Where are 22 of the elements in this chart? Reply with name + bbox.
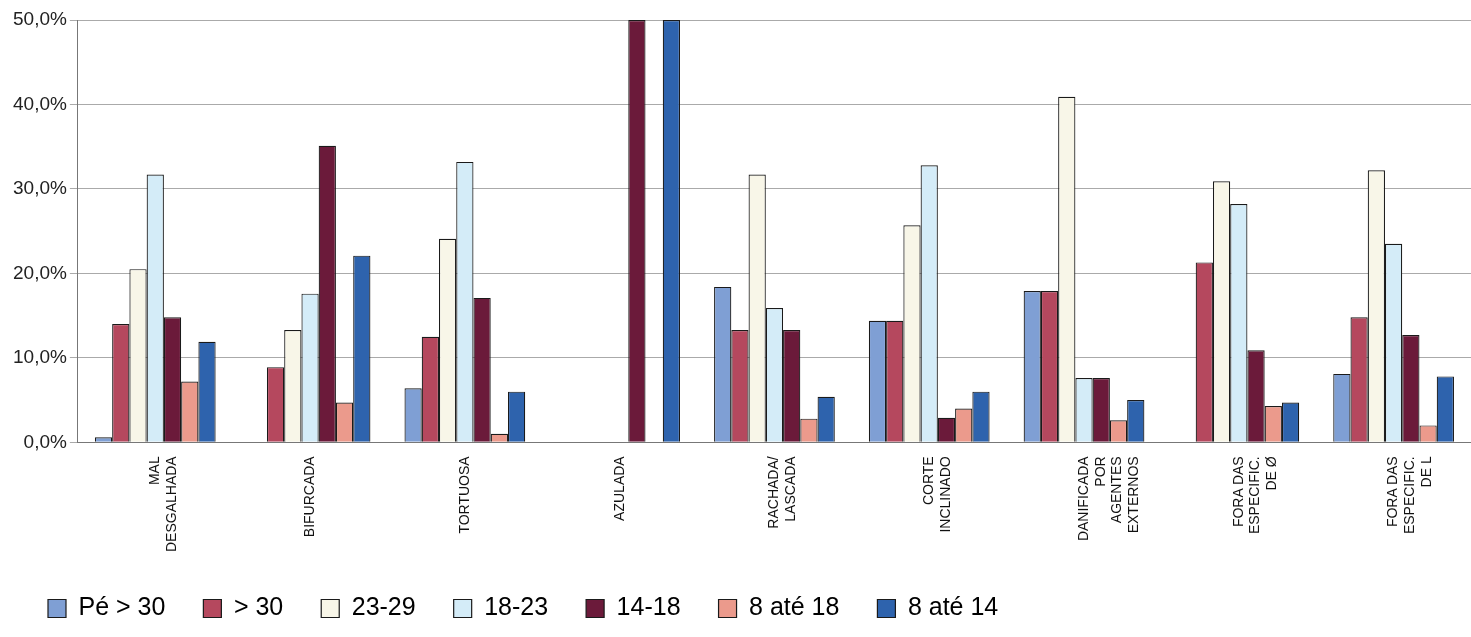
legend-label: 23-29 bbox=[351, 592, 416, 621]
x-tick-label: FORA DAS ESPECIFIC. DE L bbox=[1384, 456, 1435, 535]
x-tick-label: RACHADA/ LASCADA bbox=[765, 455, 799, 529]
y-tick-label: 20,0% bbox=[13, 261, 67, 283]
x-tick-label: DANIFICADA POR AGENTES EXTERNOS bbox=[1074, 455, 1142, 542]
legend-label: 8 até 14 bbox=[907, 592, 999, 621]
y-tick-label: 50,0% bbox=[13, 8, 67, 30]
x-tick-label: CORTE INCLINADO bbox=[920, 456, 953, 533]
y-tick-label: 10,0% bbox=[13, 346, 67, 368]
y-tick-label: 40,0% bbox=[13, 92, 67, 114]
y-tick-label: 30,0% bbox=[13, 177, 67, 199]
legend-label: 8 até 18 bbox=[749, 592, 840, 621]
x-tick-label: FORA DAS ESPECIFIC. DE Ø bbox=[1229, 456, 1280, 535]
legend-label: 18-23 bbox=[484, 592, 549, 621]
x-tick-label: BIFURCADA bbox=[300, 455, 317, 538]
x-tick-label: AZULADA bbox=[610, 455, 627, 521]
legend-label: Pé > 30 bbox=[78, 592, 166, 621]
legend-label: 14-18 bbox=[616, 592, 681, 621]
x-tick-label: TORTUOSA bbox=[455, 455, 472, 534]
legend-label: > 30 bbox=[233, 592, 284, 621]
y-tick-label: 0,0% bbox=[23, 430, 67, 452]
x-tick-label: MAL DESGALHADA bbox=[146, 455, 179, 553]
